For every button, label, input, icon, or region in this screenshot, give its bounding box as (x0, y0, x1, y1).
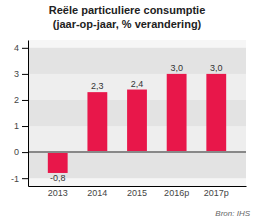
data-labels: -0,8 2,3 2,4 3,0 3,0 (50, 63, 223, 183)
x-tick: 2017p (204, 188, 229, 198)
chart-svg: Reële particuliere consumptie (jaar-op-ja… (0, 0, 254, 220)
x-tick: 2016p (164, 188, 189, 198)
y-tick-mark (22, 178, 28, 179)
x-tick: 2013 (48, 188, 68, 198)
plot: 2013 2014 2015 2016p 2017p -1 0 1 2 3 4 -0,8 2,3 2,4 3… (11, 40, 247, 198)
grid-band (28, 48, 246, 74)
y-tick: 2 (14, 95, 28, 105)
data-label: 2,4 (131, 79, 144, 89)
y-axis-line (28, 41, 29, 187)
plot-background (28, 40, 246, 186)
y-tick: 1 (14, 121, 28, 131)
y-axis: -1 0 1 2 3 4 (11, 41, 29, 187)
x-axis-line (29, 186, 247, 187)
source-note: Bron: IHS (215, 209, 250, 218)
bar (87, 92, 107, 152)
y-tick-label: 2 (14, 95, 19, 105)
y-tick-label: 4 (14, 43, 19, 53)
x-tick-label: 2017p (204, 188, 229, 198)
y-tick-mark (22, 48, 28, 49)
x-tick-label: 2014 (87, 188, 107, 198)
x-axis: 2013 2014 2015 2016p 2017p (29, 187, 247, 199)
x-tick-label: 2016p (164, 188, 189, 198)
y-tick: -1 (11, 174, 28, 184)
x-tick: 2015 (127, 188, 147, 198)
y-tick-mark (22, 152, 28, 153)
bar (48, 152, 68, 173)
baseline (28, 151, 246, 153)
grid (28, 48, 246, 178)
data-label: -0,8 (50, 173, 66, 183)
y-tick: 3 (14, 69, 28, 79)
bar (127, 90, 147, 153)
bar (206, 74, 226, 152)
data-label: 3,0 (170, 63, 183, 73)
y-tick: 0 (14, 147, 28, 157)
data-label: 3,0 (210, 63, 223, 73)
y-tick-label: 0 (14, 147, 19, 157)
x-tick: 2014 (87, 188, 107, 198)
y-tick: 4 (14, 43, 28, 53)
subtitle: (jaar-op-jaar, % verandering) (53, 18, 202, 30)
data-label: 2,3 (91, 81, 104, 91)
bars (28, 74, 246, 173)
title: Reële particuliere consumptie (49, 4, 206, 16)
y-tick-mark (22, 74, 28, 75)
y-tick-mark (22, 126, 28, 127)
y-tick-mark (22, 100, 28, 101)
y-tick-label: 3 (14, 69, 19, 79)
bar (167, 74, 187, 152)
x-tick-label: 2015 (127, 188, 147, 198)
x-tick-label: 2013 (48, 188, 68, 198)
y-tick-label: -1 (11, 174, 19, 184)
y-tick-label: 1 (14, 121, 19, 131)
chart-container: Reële particuliere consumptie (jaar-op-ja… (0, 0, 254, 220)
